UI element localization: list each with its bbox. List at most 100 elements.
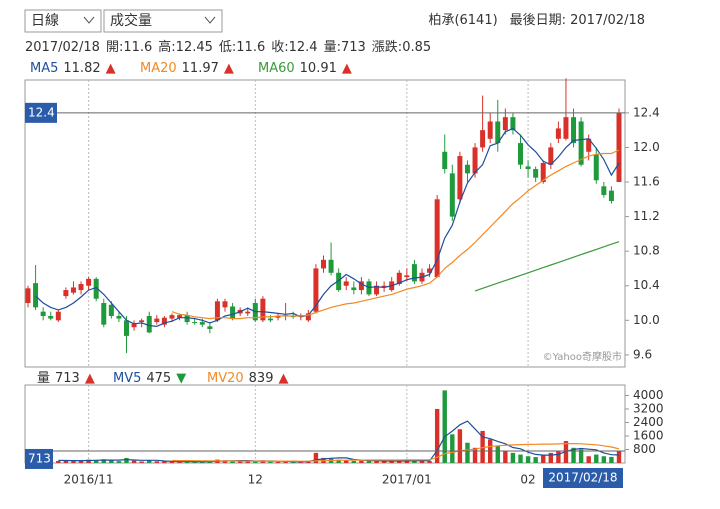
candle-body — [578, 121, 584, 165]
volume-bar — [525, 456, 531, 463]
volume-bar — [457, 429, 463, 463]
volume-bar — [200, 461, 205, 463]
volume-bar — [207, 461, 213, 463]
volume-bar — [366, 460, 372, 463]
mv-line — [171, 443, 620, 462]
candle-body — [593, 154, 599, 181]
volume-bar — [359, 460, 364, 463]
candle-body — [108, 304, 114, 316]
y-tick-label: 12.0 — [633, 140, 660, 154]
volume-bar — [381, 461, 387, 463]
candle-body — [608, 190, 614, 202]
price-panel — [24, 79, 626, 368]
volume-bar — [313, 452, 319, 463]
volume-bar — [503, 451, 508, 463]
candle-body — [154, 318, 160, 323]
volume-bar — [472, 447, 478, 463]
candle-body — [404, 275, 410, 278]
volume-bar — [290, 461, 296, 463]
candle-body — [222, 301, 228, 308]
last-price-box — [25, 102, 57, 123]
candle-body — [124, 320, 129, 336]
volume-bar — [56, 460, 61, 463]
legend-trend: ▲ — [278, 371, 288, 386]
candle-body — [192, 322, 198, 324]
indicator-select[interactable] — [103, 9, 223, 33]
volume-bar — [253, 460, 258, 463]
candle-body — [571, 117, 577, 144]
volume-bar — [412, 460, 417, 463]
candle-body — [260, 298, 266, 321]
y-tick-label: 3200 — [633, 401, 664, 415]
last-date-axis-label: 2017/02/18 — [548, 471, 617, 485]
candle-body — [495, 121, 501, 144]
volume-bar — [147, 460, 152, 463]
candle-body — [40, 311, 46, 316]
candle-body — [563, 117, 569, 139]
last-date-box — [543, 468, 623, 488]
candle-body — [63, 290, 69, 297]
volume-bar — [556, 451, 561, 463]
volume-bar — [465, 442, 470, 463]
candle-body — [381, 285, 387, 288]
volume-bar — [442, 390, 447, 463]
candle-body — [161, 317, 167, 325]
quote-value: 12.45 — [176, 40, 213, 55]
legend-item: MV20 839 ▲ — [207, 371, 288, 386]
volume-bar — [230, 460, 235, 463]
volume-bar — [245, 461, 250, 463]
legend-name: MV5 — [113, 371, 141, 386]
candle-body — [502, 117, 508, 131]
mv-line — [58, 420, 620, 463]
volume-bar — [434, 408, 440, 463]
candle-body — [540, 162, 546, 183]
volume-bar — [427, 461, 432, 463]
candle-body — [93, 278, 99, 299]
volume-bar — [184, 461, 190, 463]
y-tick-label: 4000 — [633, 388, 664, 402]
candle-body — [48, 315, 54, 319]
candle-body — [533, 169, 539, 178]
candle-body — [427, 268, 433, 273]
y-tick-label: 10.0 — [633, 313, 660, 327]
volume-bar — [177, 461, 182, 463]
dropdown-arrow — [83, 16, 95, 24]
quote-info: 2017/02/18 開:11.6 高:12.45 低:11.6 收:12.4 量:713… — [25, 39, 431, 55]
volume-bar — [397, 460, 402, 463]
last-date-label: 最後日期: — [510, 13, 566, 28]
legend-name: 量 — [37, 371, 50, 386]
period-select[interactable] — [24, 9, 102, 33]
candle-body — [487, 121, 493, 139]
volume-bar — [450, 434, 455, 463]
candle-body — [434, 199, 440, 278]
volume-bar — [419, 460, 425, 463]
volume-bar — [480, 430, 485, 463]
candle-body — [55, 311, 61, 321]
volume-bar — [518, 454, 523, 463]
candle-body — [351, 287, 357, 291]
legend-name: MA5 — [30, 61, 58, 76]
candle-body — [464, 164, 470, 174]
volume-bar — [601, 456, 607, 463]
candle-body — [214, 301, 220, 321]
legend-trend: ▼ — [176, 371, 186, 386]
volume-bar — [389, 460, 394, 463]
ma-line — [171, 149, 620, 320]
quote-value: 11.6 — [236, 40, 265, 55]
legend-item: MA20 11.97 ▲ — [140, 61, 234, 76]
candle-body — [78, 284, 84, 291]
y-tick-label: 2400 — [633, 415, 664, 429]
volume-bar — [192, 461, 197, 463]
quote-label: 收: — [271, 40, 288, 55]
legend-item: MA60 10.91 ▲ — [258, 61, 352, 76]
candle-body — [207, 326, 213, 329]
candle-body — [328, 259, 334, 273]
quote-label: 漲跌: — [372, 39, 402, 55]
candle-body — [199, 322, 205, 325]
candle-body — [177, 315, 183, 318]
candle-body — [518, 143, 523, 165]
volume-bar — [541, 454, 546, 463]
y-tick-label: 10.8 — [633, 244, 660, 258]
volume-bar — [139, 461, 144, 463]
y-tick-label: 11.6 — [633, 175, 660, 189]
